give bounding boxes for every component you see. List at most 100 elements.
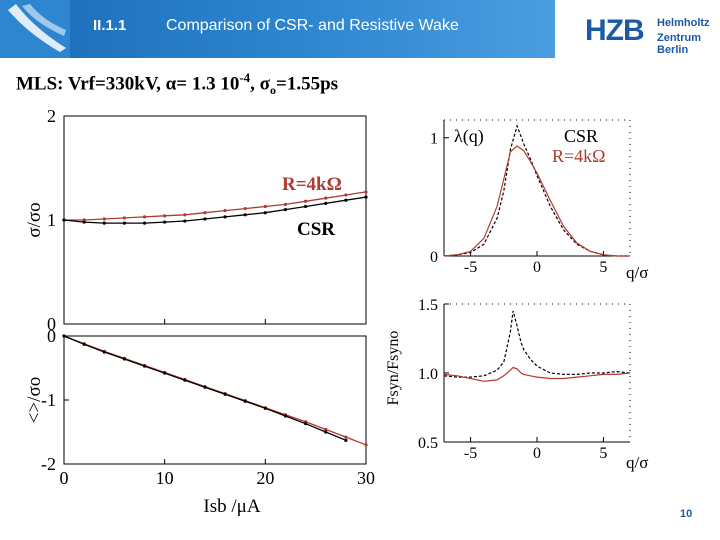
charge-distribution-xtick-label: -5 [464, 259, 477, 276]
centroid-shift-point [263, 406, 267, 410]
bunch-length-point [364, 195, 368, 199]
bunch-length-point [344, 198, 348, 202]
legend-csr: CSR [564, 126, 598, 146]
hzb-wave-icon [0, 0, 70, 58]
logo-sub-helmholtz: Helmholtz [657, 17, 710, 29]
bunch-length-point [304, 199, 308, 203]
bunch-length-point [263, 204, 267, 209]
bunch-length-ytick-label: 2 [47, 106, 56, 126]
centroid-shift-point [324, 430, 328, 434]
energy-spread-xtick-label: 5 [599, 445, 607, 462]
bunch-length-point [122, 216, 126, 220]
charge-distribution-ylabel: λ(q) [454, 126, 484, 147]
bunch-length-point [102, 217, 106, 221]
centroid-shift-point [82, 342, 86, 346]
section-number: II.1.1 [93, 17, 127, 34]
bunch-length-point [203, 217, 207, 221]
centroid-xtick-label: 10 [156, 468, 174, 488]
energy-spread-xlabel: q/σ [626, 453, 648, 472]
subtitle-sub: o [270, 83, 277, 98]
page-number: 10 [680, 508, 693, 520]
centroid-shift-point [304, 422, 308, 426]
centroid-shift-point [223, 392, 227, 396]
centroid-xtick-label: 30 [357, 468, 375, 488]
centroid-shift-point [283, 414, 288, 418]
charge-distribution-ytick-label: 0 [430, 249, 438, 266]
bunch-length-point [62, 218, 66, 222]
bunch-length-point [243, 213, 247, 217]
centroid-xtick-label: 0 [60, 468, 69, 488]
bunch-length-ytick-label: 1 [47, 210, 56, 230]
bunch-length-point [203, 211, 207, 215]
bunch-length-point [183, 219, 187, 223]
energy-spread-series-csr [443, 310, 631, 378]
annotation-resistive: R=4kΩ [282, 174, 342, 195]
centroid-shift-point [344, 435, 348, 439]
centroid-xlabel: Isb /μA [203, 496, 260, 517]
centroid-shift-ytick-label: 0 [47, 326, 56, 346]
centroid-shift-point [344, 438, 348, 442]
bunch-length-point [283, 202, 288, 206]
centroid-shift-point [324, 427, 328, 432]
energy-spread-xtick-label: 0 [533, 445, 541, 462]
centroid-shift-point [62, 334, 66, 338]
bunch-length-point [283, 208, 288, 212]
charge-distribution-xlabel: q/σ [626, 263, 648, 282]
centroid-ylabel: <>/σo [24, 377, 45, 423]
charge-distribution-xtick-label: 0 [533, 259, 541, 276]
bunch-length-point [263, 211, 267, 215]
bunch-length-point [344, 193, 348, 197]
bunch-length-point [223, 215, 227, 219]
centroid-shift-point [163, 371, 167, 375]
charge-distribution-xtick-label: 5 [599, 259, 607, 276]
bunch-length-ylabel: σ/σo [24, 202, 45, 237]
centroid-shift-frame [63, 335, 367, 465]
hzb-logo: HZB Helmholtz Zentrum Berlin [585, 14, 710, 56]
centroid-shift-point [142, 364, 147, 368]
bunch-length-point [163, 220, 167, 224]
bunch-length-point [304, 204, 308, 209]
energy-spread-ytick-label: 1.0 [418, 366, 438, 383]
inset-background [380, 112, 670, 480]
bunch-length-point [102, 221, 106, 225]
bunch-length-point [183, 213, 187, 217]
subtitle-prefix: MLS: Vrf=330kV, α= 1.3 10 [16, 73, 240, 95]
energy-spread-series-resistive [443, 366, 631, 382]
centroid-shift-point [203, 385, 207, 389]
energy-spread-xtick-label: -5 [464, 445, 477, 462]
annotation-csr: CSR [297, 219, 335, 240]
header-bar: II.1.1 Comparison of CSR- and Resistive … [0, 0, 555, 58]
energy-spread-ytick-label: 1.5 [418, 297, 438, 314]
subtitle-exponent: -4 [239, 70, 251, 85]
subtitle-suffix: =1.55ps [276, 73, 339, 95]
centroid-shift-ytick-label: -2 [41, 454, 56, 474]
centroid-shift-ytick-label: -1 [41, 390, 56, 410]
centroid-shift-point [122, 357, 126, 361]
parameter-subtitle: MLS: Vrf=330kV, α= 1.3 10-4, σo=1.55ps [16, 70, 338, 98]
legend-resistive: R=4kΩ [552, 146, 606, 166]
charge-distribution-series-resistive [443, 145, 630, 257]
bunch-length-point [142, 221, 147, 225]
bunch-length-point [223, 209, 227, 213]
bunch-length-point [243, 206, 247, 211]
energy-spread-ylabel: Fsyn/Fsyno [385, 331, 402, 406]
bunch-length-ytick-label: 0 [47, 314, 56, 334]
centroid-shift-point [364, 443, 368, 447]
slide-title: Comparison of CSR- and Resistive Wake [166, 17, 459, 34]
logo-main-text: HZB [585, 14, 645, 47]
bunch-length-point [364, 190, 368, 194]
charge-distribution-ytick-label: 1 [430, 131, 438, 148]
centroid-shift-point [243, 399, 247, 403]
bunch-length-point [163, 214, 167, 218]
bunch-length-point [82, 220, 86, 224]
bunch-length-point [324, 196, 328, 200]
bunch-length-point [122, 221, 126, 225]
centroid-xtick-label: 20 [256, 468, 274, 488]
centroid-shift-point [102, 350, 106, 354]
bunch-length-series-resistive [64, 191, 367, 221]
bunch-length-point [142, 215, 147, 219]
logo-sub-zentrum: Zentrum Berlin [657, 32, 701, 56]
bunch-length-point [324, 201, 328, 205]
